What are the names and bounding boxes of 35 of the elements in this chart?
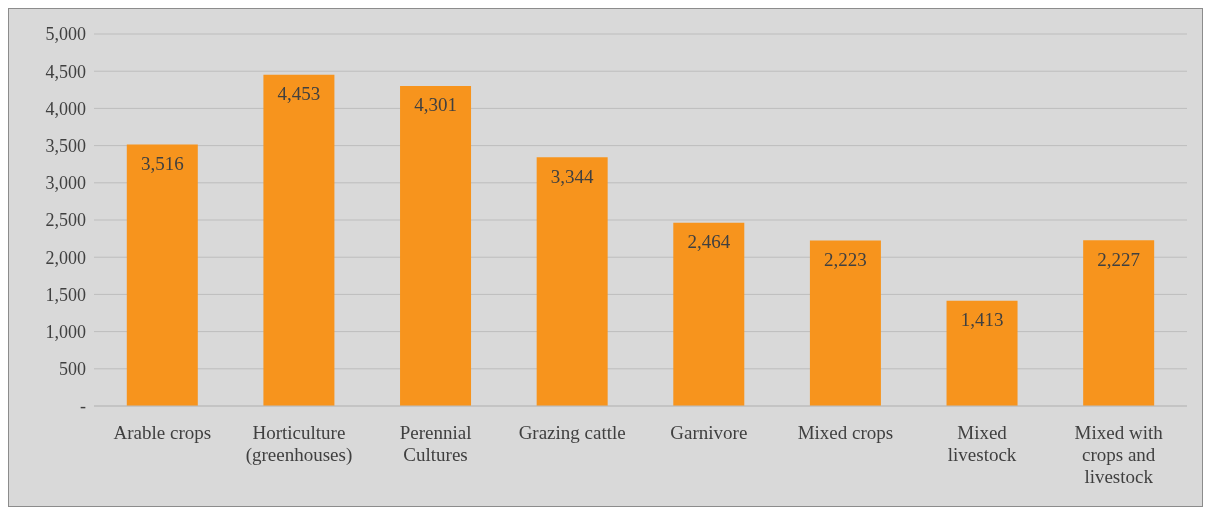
- x-tick-label: Garnivore: [670, 422, 748, 444]
- bar: [400, 86, 472, 406]
- x-tick-label: Arable crops: [113, 422, 212, 444]
- data-label: 4,453: [277, 83, 321, 105]
- y-tick-label: 2,000: [45, 247, 86, 268]
- data-label: 2,223: [824, 249, 867, 271]
- bar: [673, 222, 745, 406]
- bar: [1083, 240, 1155, 406]
- y-tick-label: -: [80, 396, 86, 417]
- data-label: 1,413: [960, 309, 1004, 331]
- y-tick-label: 500: [59, 359, 86, 380]
- data-label: 3,516: [140, 152, 184, 174]
- bar: [126, 144, 198, 406]
- bar: [809, 240, 881, 406]
- bar: [263, 74, 335, 406]
- x-tick-label: Perennial Cultures: [399, 422, 472, 465]
- x-tick-label: Mixed livestock: [947, 422, 1017, 465]
- data-label: 2,227: [1097, 248, 1141, 270]
- x-tick-label: Grazing cattle: [518, 422, 626, 444]
- y-tick-label: 5,000: [45, 24, 86, 45]
- y-tick-label: 2,500: [45, 210, 86, 231]
- y-tick-label: 1,000: [45, 321, 86, 342]
- data-label: 4,301: [414, 94, 457, 116]
- bar: [946, 300, 1018, 406]
- x-tick-label: Mixed with crops and livestock: [1074, 422, 1164, 487]
- x-tick-label: Mixed crops: [797, 422, 894, 444]
- y-tick-label: 1,500: [45, 284, 86, 305]
- y-tick-label: 3,500: [45, 135, 86, 156]
- bar: [536, 157, 608, 406]
- x-tick-label: Horticulture (greenhouses): [245, 422, 353, 466]
- data-label: 2,464: [687, 231, 731, 253]
- y-tick-label: 3,000: [45, 173, 86, 194]
- y-tick-label: 4,000: [45, 98, 86, 119]
- y-tick-label: 4,500: [45, 61, 86, 82]
- data-label: 3,344: [550, 165, 595, 187]
